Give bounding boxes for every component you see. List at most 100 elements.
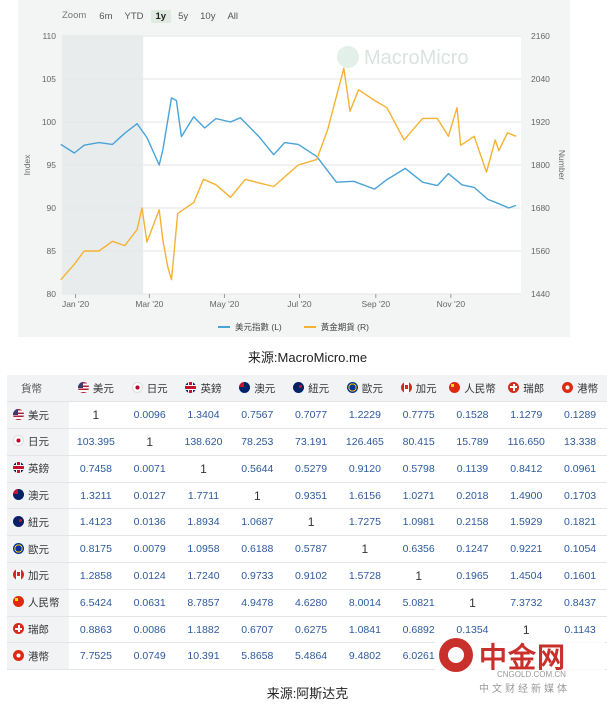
- rate-cell: 1.4900: [499, 482, 554, 510]
- watermark-tagline: 中文财经新媒体: [479, 684, 570, 695]
- hk-flag-icon: [562, 381, 574, 393]
- row-header: 日元: [7, 428, 69, 456]
- row-header-label: 英鎊: [28, 463, 49, 476]
- chart-legend: 美元指數 (L) 黃金期貨 (R): [218, 321, 369, 333]
- rate-cell: 0.1965: [445, 562, 500, 590]
- dollar-index-gold-chart: 80 85 90 95 100 105 110 1440 1560 1680 1800 1920 204…: [22, 31, 567, 309]
- gb-flag-icon: [185, 381, 197, 393]
- table-row: 美元 1 0.0096 1.3404 0.7567 0.7077 1.2229 0.7775 0…: [7, 401, 607, 430]
- column-header: 英鎊: [176, 375, 231, 403]
- eu-flag-icon: [346, 381, 358, 393]
- legend-swatch: [303, 326, 316, 328]
- watermark-name: 中金网: [479, 642, 567, 673]
- y-left-tick-label: 105: [42, 74, 56, 84]
- row-header-label: 人民幣: [28, 597, 60, 610]
- row-header-label: 日元: [28, 436, 49, 449]
- rate-cell: 1.0687: [230, 508, 285, 537]
- rate-cell: 4.9478: [230, 589, 285, 617]
- rate-cell: 1: [69, 401, 123, 430]
- rate-cell: 0.5644: [230, 455, 285, 483]
- rate-cell: 1.0981: [391, 508, 446, 537]
- column-header-label: 加元: [415, 382, 437, 395]
- row-header-label: 瑞郎: [28, 624, 49, 637]
- macromicro-logo-icon: [337, 46, 359, 68]
- row-header-label: 歐元: [28, 543, 49, 556]
- table-row: 日元 103.395 1 138.620 78.253 73.191 126.465 80.4…: [7, 428, 607, 456]
- rate-cell: 1: [337, 535, 392, 564]
- y-left-tick-label: 80: [47, 289, 57, 299]
- row-header: 紐元: [7, 508, 69, 537]
- rate-cell: 0.1289: [553, 401, 607, 430]
- column-header: 港幣: [553, 375, 607, 403]
- y-right-tick-label: 2160: [531, 31, 550, 41]
- rate-cell: 1: [230, 482, 285, 510]
- rate-cell: 0.7458: [69, 455, 123, 483]
- y-right-tick-label: 2040: [531, 74, 550, 84]
- zoom-button-all[interactable]: All: [227, 11, 239, 22]
- nz-flag-icon: [293, 381, 305, 393]
- zoom-selector: Zoom 6m YTD 1y 5y 10y All: [62, 10, 243, 23]
- y-right-axis-label: Number: [557, 150, 567, 180]
- rate-cell: 5.4864: [284, 642, 338, 671]
- x-tick-label: May '20: [210, 299, 240, 309]
- rate-cell: 0.6707: [230, 616, 285, 644]
- rate-cell: 0.6892: [391, 616, 446, 644]
- column-header-label: 英鎊: [200, 382, 222, 395]
- rate-cell: 1.1882: [176, 616, 231, 644]
- rate-cell: 0.0749: [122, 642, 177, 671]
- column-header: 歐元: [337, 375, 392, 403]
- currency-table: 貨幣 美元 日元 英鎊 澳元 紐元 歐元 加元 人民幣 瑞郎 港幣 美元 1 0.0096 1.3404…: [7, 375, 607, 671]
- rate-cell: 0.1247: [445, 535, 500, 564]
- y-left-tick-label: 95: [47, 160, 57, 170]
- rate-cell: 1.4123: [69, 508, 123, 537]
- legend-swatch: [218, 326, 230, 328]
- column-header: 日元: [122, 375, 177, 403]
- row-header: 加元: [7, 562, 69, 590]
- rate-cell: 10.391: [176, 642, 231, 671]
- zoom-button-6m[interactable]: 6m: [99, 11, 113, 22]
- rate-cell: 0.0631: [122, 589, 177, 617]
- rate-cell: 9.4802: [337, 642, 392, 671]
- rate-cell: 0.1139: [445, 455, 500, 483]
- column-header-label: 美元: [92, 382, 114, 395]
- rate-cell: 0.7077: [284, 401, 338, 430]
- rate-cell: 0.6188: [230, 535, 285, 564]
- rate-cell: 7.7525: [69, 642, 123, 671]
- rate-cell: 78.253: [230, 428, 285, 456]
- zoom-button-10y[interactable]: 10y: [200, 11, 216, 22]
- rate-cell: 0.8437: [553, 589, 607, 617]
- y-right-tick-label: 1680: [531, 203, 550, 213]
- table-row: 英鎊 0.7458 0.0071 1 0.5644 0.5279 0.9120 0.5798 0…: [7, 455, 607, 483]
- column-header-label: 日元: [146, 382, 168, 395]
- column-header-label: 歐元: [361, 382, 383, 395]
- table-row: 澳元 1.3211 0.0127 1.7711 1 0.9351 1.6156 1.0271 0…: [7, 482, 607, 510]
- rate-cell: 0.1821: [553, 508, 607, 537]
- y-right-tick-label: 1440: [531, 289, 550, 299]
- legend-item[interactable]: 黃金期貨 (R): [303, 321, 369, 333]
- rate-cell: 0.9733: [230, 562, 285, 590]
- zoom-button-5y[interactable]: 5y: [178, 11, 189, 22]
- zoom-button-1y[interactable]: 1y: [150, 10, 172, 23]
- rate-cell: 0.7567: [230, 401, 285, 430]
- column-header: 紐元: [284, 375, 338, 403]
- us-flag-icon: [13, 408, 24, 420]
- row-header: 港幣: [7, 642, 69, 671]
- legend-item[interactable]: 美元指數 (L): [218, 321, 282, 333]
- rate-cell: 1.2229: [337, 401, 392, 430]
- column-header: 美元: [69, 375, 123, 403]
- rate-cell: 15.789: [445, 428, 500, 456]
- cn-flag-icon: [449, 381, 461, 393]
- column-header-label: 港幣: [577, 382, 599, 395]
- rate-cell: 1: [391, 562, 446, 590]
- zoom-button-ytd[interactable]: YTD: [124, 11, 144, 22]
- rate-cell: 8.7857: [176, 589, 231, 617]
- rate-cell: 0.0961: [553, 455, 607, 483]
- rate-cell: 0.0071: [122, 455, 177, 483]
- rate-cell: 0.9351: [284, 482, 338, 510]
- row-header: 英鎊: [7, 455, 69, 483]
- row-header-label: 港幣: [28, 650, 49, 663]
- legend-label: 美元指數 (L): [235, 322, 282, 332]
- column-header: 澳元: [230, 375, 285, 403]
- rate-cell: 0.1601: [553, 562, 607, 590]
- x-tick-label: Jul '20: [287, 299, 312, 309]
